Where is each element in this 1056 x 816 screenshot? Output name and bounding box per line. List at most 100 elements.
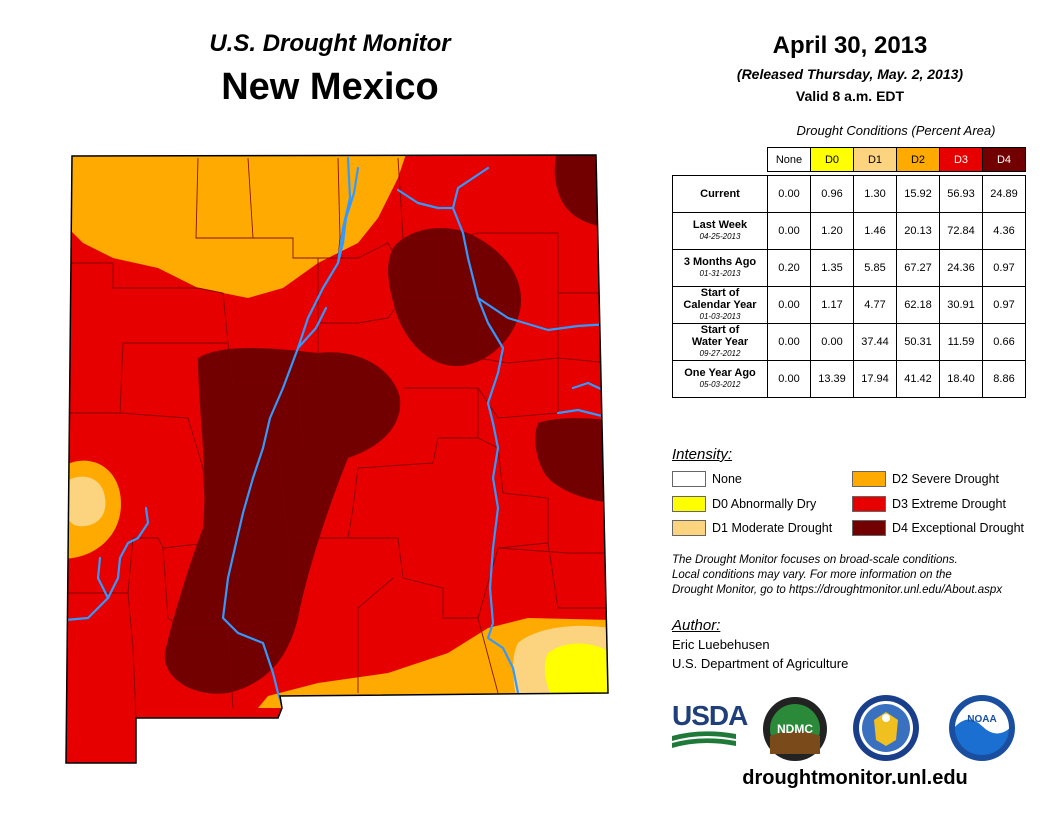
author-name: Eric Luebehusen [672, 637, 770, 652]
d2-region-northwest [68, 155, 408, 298]
table-cell: 15.92 [896, 175, 940, 213]
row-label: Start of Water Year 09-27-2012 [672, 323, 768, 361]
table-cell: 41.42 [896, 360, 940, 398]
table-cell: 1.35 [810, 249, 854, 287]
map-date: April 30, 2013 [772, 32, 928, 59]
legend-item-d4: D4 Exceptional Drought [852, 520, 1024, 536]
commerce-seal-logo [853, 695, 919, 761]
rio-puerco [296, 306, 328, 350]
row-date: 09-27-2012 [699, 349, 741, 358]
row-label: Current [672, 175, 768, 213]
legend-item-none: None [672, 471, 742, 487]
legend-heading: Intensity: [672, 446, 733, 463]
table-cell: 0.97 [982, 249, 1026, 287]
table-cell: 0.96 [810, 175, 854, 213]
table-cell: 24.36 [939, 249, 983, 287]
row-label: Last Week 04-25-2013 [672, 212, 768, 250]
table-header-row: None D0 D1 D2 D3 D4 [673, 147, 1026, 172]
table-cell: 0.00 [767, 212, 811, 250]
map-title: New Mexico [221, 66, 439, 108]
gila-river [66, 506, 150, 622]
row-label: One Year Ago 05-03-2012 [672, 360, 768, 398]
table-cell: 0.00 [767, 286, 811, 324]
table-cell: 18.40 [939, 360, 983, 398]
col-d4: D4 [982, 147, 1026, 172]
table-cell: 72.84 [939, 212, 983, 250]
table-cell: 4.36 [982, 212, 1026, 250]
gila-tributary [96, 556, 110, 600]
table-cell: 56.93 [939, 175, 983, 213]
table-row: Start of Water Year 09-27-2012 0.00 0.00 37.4… [672, 323, 1026, 361]
table-row: 3 Months Ago 01-31-2013 0.20 1.35 5.85 67.27 2… [672, 249, 1026, 287]
table-cell: 0.00 [767, 323, 811, 361]
col-d0: D0 [810, 147, 854, 172]
table-cell: 11.59 [939, 323, 983, 361]
table-cell: 30.91 [939, 286, 983, 324]
table-cell: 0.66 [982, 323, 1026, 361]
table-cell: 0.20 [767, 249, 811, 287]
canadian-river [396, 188, 455, 210]
col-none: None [767, 147, 811, 172]
rivers [66, 156, 608, 710]
legend-swatch [852, 471, 886, 487]
row-label: Start of Calendar Year 01-03-2013 [672, 286, 768, 324]
pecos-river [451, 166, 520, 695]
ndmc-logo: NDMC [763, 697, 827, 761]
table-cell: 50.31 [896, 323, 940, 361]
rio-chama [336, 166, 360, 265]
d4-region-east [535, 418, 608, 503]
drought-conditions-table: None D0 D1 D2 D3 D4 Current 0.00 0.96 1.30 1… [672, 147, 1026, 398]
d1-region-west [66, 476, 106, 527]
legend-swatch [672, 520, 706, 536]
website-url[interactable]: droughtmonitor.unl.edu [742, 767, 968, 789]
noaa-logo: NOAA [949, 695, 1015, 761]
legend-item-d1: D1 Moderate Drought [672, 520, 832, 536]
table-cell: 24.89 [982, 175, 1026, 213]
rio-grande [221, 156, 352, 710]
author-heading: Author: [672, 617, 721, 634]
row-date: 05-03-2012 [699, 380, 741, 389]
legend-swatch [672, 471, 706, 487]
row-label: 3 Months Ago 01-31-2013 [672, 249, 768, 287]
table-cell: 0.00 [810, 323, 854, 361]
table-cell: 8.86 [982, 360, 1026, 398]
table-cell: 0.00 [767, 175, 811, 213]
table-cell: 62.18 [896, 286, 940, 324]
table-cell: 13.39 [810, 360, 854, 398]
table-cell: 1.20 [810, 212, 854, 250]
col-d3: D3 [939, 147, 983, 172]
legend-swatch [672, 496, 706, 512]
d4-region-northeast [388, 227, 522, 367]
table-cell: 20.13 [896, 212, 940, 250]
new-mexico-drought-map [65, 154, 609, 764]
table-cell: 4.77 [853, 286, 897, 324]
pecos-tributary-east [556, 408, 608, 420]
table-cell: 0.97 [982, 286, 1026, 324]
author-organization: U.S. Department of Agriculture [672, 656, 849, 671]
valid-time: Valid 8 a.m. EDT [795, 88, 905, 104]
table-row: One Year Ago 05-03-2012 0.00 13.39 17.94 41.4… [672, 360, 1026, 398]
col-d1: D1 [853, 147, 897, 172]
table-row: Current 0.00 0.96 1.30 15.92 56.93 24.89 [672, 175, 1026, 213]
usda-logo: USDA [672, 700, 748, 731]
row-date: 01-31-2013 [699, 269, 741, 278]
usda-logo-swoosh [672, 731, 736, 748]
table-cell: 67.27 [896, 249, 940, 287]
state-outline [65, 154, 609, 764]
release-date: (Released Thursday, May. 2, 2013) [736, 66, 964, 82]
legend-item-d0: D0 Abnormally Dry [672, 496, 816, 512]
table-caption: Drought Conditions (Percent Area) [796, 123, 996, 138]
table-cell: 37.44 [853, 323, 897, 361]
d0-region-southeast [544, 643, 608, 693]
legend-swatch [852, 496, 886, 512]
table-cell: 17.94 [853, 360, 897, 398]
table-cell: 1.30 [853, 175, 897, 213]
svg-text:NOAA: NOAA [967, 714, 996, 725]
svg-text:NDMC: NDMC [777, 722, 813, 736]
table-cell: 1.17 [810, 286, 854, 324]
table-row: Last Week 04-25-2013 0.00 1.20 1.46 20.13 72.8… [672, 212, 1026, 250]
legend-item-d2: D2 Severe Drought [852, 471, 999, 487]
row-date: 01-03-2013 [699, 312, 741, 321]
table-cell: 5.85 [853, 249, 897, 287]
legend-item-d3: D3 Extreme Drought [852, 496, 1006, 512]
